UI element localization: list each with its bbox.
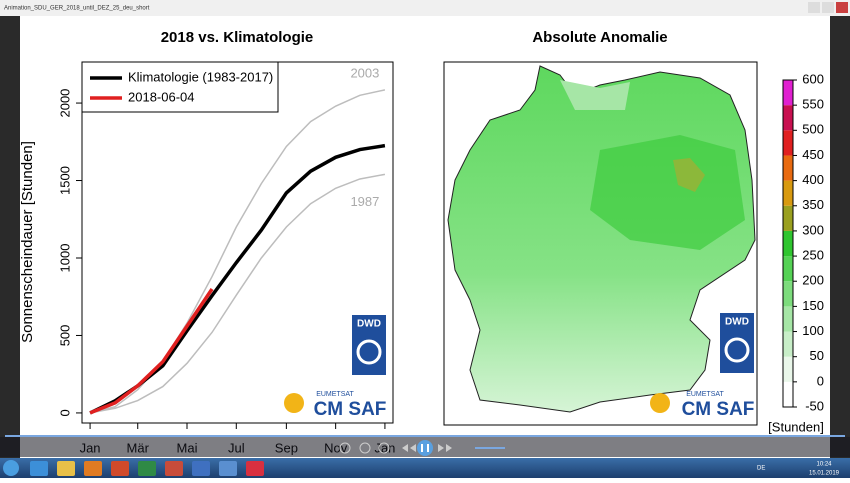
colorbar-tick-label: 150 <box>802 298 824 313</box>
colorbar-segment <box>783 356 793 382</box>
eumetsat-globe <box>284 393 304 413</box>
y-tick-label: 1000 <box>57 244 72 273</box>
eumetsat-text: EUMETSAT <box>686 391 724 398</box>
taskbar-app[interactable] <box>111 461 129 476</box>
taskbar <box>0 458 850 478</box>
colorbar-segment <box>783 80 793 106</box>
title-bar <box>0 0 850 16</box>
chart-title: 2018 vs. Klimatologie <box>161 29 314 46</box>
dwd-logo <box>720 313 754 373</box>
y-tick-label: 0 <box>57 409 72 416</box>
colorbar-tick-label: -50 <box>805 398 824 413</box>
taskbar-app[interactable] <box>246 461 264 476</box>
colorbar-segment <box>783 381 793 407</box>
map-region <box>590 135 745 250</box>
dwd-swirl <box>724 337 750 363</box>
y-axis-label: Sonnenscheindauer [Stunden] <box>19 141 36 343</box>
map-frame <box>443 61 758 426</box>
rewind-button[interactable] <box>402 444 416 452</box>
map-title: Absolute Anomalie <box>532 29 667 46</box>
start-button[interactable] <box>3 460 19 476</box>
clock-date[interactable]: 15.01.2019 <box>809 471 840 477</box>
colorbar-tick-label: 600 <box>802 71 824 86</box>
cmsaf-text: CM SAF <box>314 399 387 420</box>
stop-button[interactable] <box>339 442 351 454</box>
clock-time[interactable]: 10:24 <box>816 462 832 468</box>
maximize-button[interactable] <box>822 2 834 13</box>
colorbar-tick-label: 50 <box>810 348 824 363</box>
next-button[interactable] <box>378 442 390 454</box>
dwd-logo <box>352 315 386 375</box>
colorbar-tick-label: 450 <box>802 147 824 162</box>
colorbar-segment <box>783 155 793 181</box>
colorbar-tick-label: 200 <box>802 273 824 288</box>
minimize-button[interactable] <box>808 2 820 13</box>
colorbar-segment <box>783 306 793 332</box>
dwd-swirl <box>356 339 382 365</box>
window-title: Animation_SDU_GER_2018_until_DEZ_25_deu_… <box>4 6 150 12</box>
y-tick-label: 1500 <box>57 166 72 195</box>
eumetsat-globe <box>650 393 670 413</box>
map-region <box>560 80 630 110</box>
colorbar-segment <box>783 105 793 131</box>
colorbar-tick-label: 100 <box>802 323 824 338</box>
right-panel: Absolute Anomalie DWD EUMETSAT CM SAF [S… <box>443 29 824 434</box>
colorbar-segment <box>783 180 793 206</box>
taskbar-app[interactable] <box>30 461 48 476</box>
prev-button[interactable] <box>359 442 371 454</box>
annotation: 1987 <box>350 194 379 209</box>
colorbar-tick-label: 0 <box>817 373 824 388</box>
colorbar-segment <box>783 256 793 282</box>
taskbar-app[interactable] <box>57 461 75 476</box>
y-tick-label: 500 <box>57 325 72 347</box>
colorbar-tick-label: 500 <box>802 122 824 137</box>
close-button[interactable] <box>836 2 848 13</box>
legend-label: 2018-06-04 <box>128 89 195 104</box>
reference-line <box>89 173 386 414</box>
cmsaf-text: CM SAF <box>682 399 755 420</box>
colorbar-frame <box>782 79 794 408</box>
series-line <box>89 288 214 415</box>
left-panel: 2018 vs. Klimatologie Sonnenscheindauer … <box>19 29 395 455</box>
annotation: 2003 <box>350 65 379 80</box>
eumetsat-text: EUMETSAT <box>316 391 354 398</box>
y-tick-label: 2000 <box>57 89 72 118</box>
colorbar-segment <box>783 130 793 156</box>
dwd-text: DWD <box>357 319 381 330</box>
colorbar-tick-label: 400 <box>802 172 824 187</box>
taskbar-app[interactable] <box>84 461 102 476</box>
colorbar-tick-label: 550 <box>802 97 824 112</box>
colorbar-tick-label: 350 <box>802 197 824 212</box>
taskbar-app[interactable] <box>192 461 210 476</box>
pause-icon <box>421 444 429 452</box>
language-indicator[interactable]: DE <box>757 466 765 472</box>
colorbar-segment <box>783 230 793 257</box>
colorbar-tick-label: 250 <box>802 248 824 263</box>
legend <box>81 61 279 113</box>
colorbar-segment <box>783 281 793 307</box>
pause-button[interactable] <box>417 440 433 456</box>
colorbar-label: [Stunden] <box>768 419 824 434</box>
taskbar-app[interactable] <box>138 461 156 476</box>
colorbar-segment <box>783 205 793 231</box>
map-region <box>673 158 705 192</box>
colorbar-segment <box>783 331 793 357</box>
reference-line <box>89 89 386 414</box>
legend-label: Klimatologie (1983-2017) <box>128 69 273 84</box>
taskbar-app[interactable] <box>165 461 183 476</box>
taskbar-app[interactable] <box>219 461 237 476</box>
forward-button[interactable] <box>438 444 452 452</box>
dwd-text: DWD <box>725 317 749 328</box>
colorbar-tick-label: 300 <box>802 222 824 237</box>
